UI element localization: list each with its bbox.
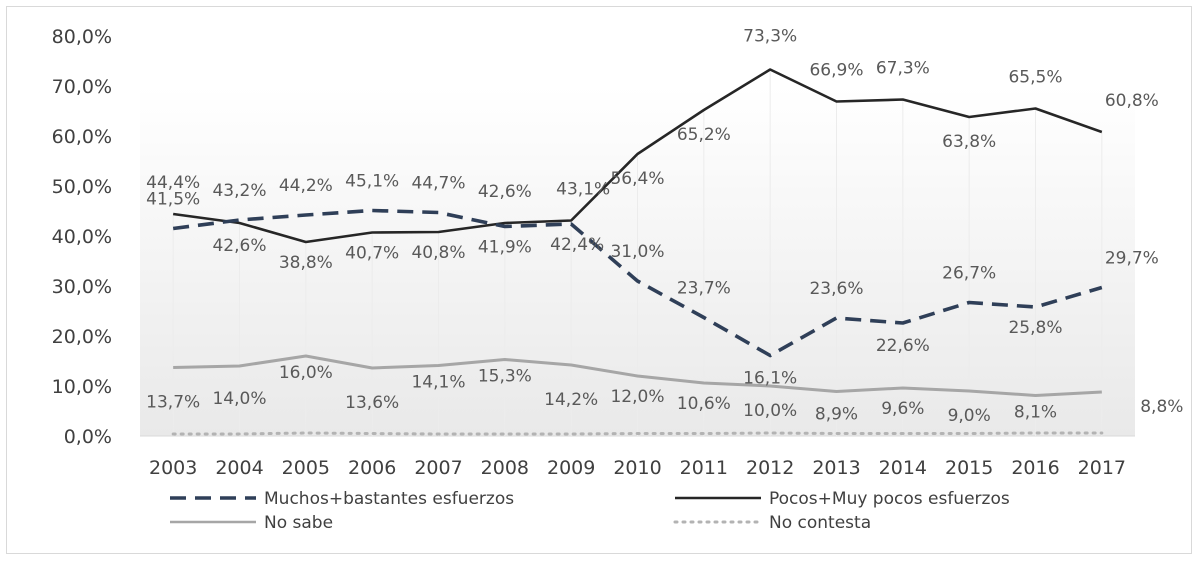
legend-label: No contesta [769,513,871,533]
data-label: 73,3% [743,27,797,47]
data-label: 41,5% [146,190,200,210]
series-line-3 [173,354,1102,397]
x-tick-label: 2010 [613,457,661,479]
data-label: 14,1% [411,373,465,393]
legend-label: Muchos+bastantes esfuerzos [264,489,514,509]
y-tick-label: 80,0% [52,26,112,48]
data-label: 10,6% [677,394,731,414]
data-label: 43,2% [212,181,266,201]
y-tick-label: 10,0% [52,376,112,398]
x-tick-label: 2012 [746,457,794,479]
data-label: 40,7% [345,244,399,264]
data-label: 23,6% [809,279,863,299]
data-label: 56,4% [610,169,664,189]
data-label: 25,8% [1008,318,1062,338]
x-axis: 2003 2004 2005 2006 2007 2008 2009 2010 2011 2012… [149,457,1126,479]
y-tick-label: 30,0% [52,276,112,298]
x-tick-label: 2007 [414,457,462,479]
data-label: 29,7% [1105,249,1159,269]
x-tick-label: 2013 [812,457,860,479]
data-labels: 41,5% 43,2% 44,2% 45,1% 44,7% 41,9% 42,4% 31,0%… [146,27,1183,427]
data-label: 63,8% [942,132,996,152]
data-label: 22,6% [876,336,930,356]
data-label: 9,0% [948,406,991,426]
x-tick-label: 2016 [1011,457,1059,479]
series-line-2 [172,68,1103,244]
data-label: 13,7% [146,393,200,413]
data-label: 23,7% [677,279,731,299]
data-label: 26,7% [942,264,996,284]
data-label: 44,4% [146,173,200,193]
y-tick-label: 20,0% [52,326,112,348]
data-label: 42,6% [212,236,266,256]
x-tick-label: 2004 [215,457,263,479]
legend-label: Pocos+Muy pocos esfuerzos [769,489,1010,509]
y-tick-label: 40,0% [52,226,112,248]
legend-item: Muchos+bastantes esfuerzos [170,489,514,509]
x-tick-label: 2011 [680,457,728,479]
data-label: 14,0% [212,389,266,409]
data-label: 16,1% [743,369,797,389]
data-label: 44,7% [411,174,465,194]
x-tick-label: 2005 [282,457,330,479]
data-label: 9,6% [881,399,924,419]
legend-item: Pocos+Muy pocos esfuerzos [675,489,1010,509]
y-tick-label: 60,0% [52,126,112,148]
data-label: 14,2% [544,390,598,410]
data-label: 44,2% [279,176,333,196]
data-label: 60,8% [1105,91,1159,111]
x-tick-label: 2015 [945,457,993,479]
y-axis: 0,0% 10,0% 20,0% 30,0% 40,0% 50,0% 60,0% 70,0% 8… [52,26,112,448]
data-label: 31,0% [610,242,664,262]
data-label: 38,8% [279,253,333,273]
data-label: 12,0% [610,387,664,407]
data-label: 41,9% [478,238,532,258]
data-label: 15,3% [478,367,532,387]
data-label: 40,8% [411,243,465,263]
data-label: 67,3% [876,59,930,79]
y-tick-label: 0,0% [64,426,112,448]
data-label: 65,2% [677,125,731,145]
data-label: 66,9% [809,61,863,81]
data-label: 10,0% [743,401,797,421]
legend-item: No contesta [673,513,871,533]
data-label: 65,5% [1008,68,1062,88]
data-label: 45,1% [345,172,399,192]
y-tick-label: 50,0% [52,176,112,198]
x-tick-label: 2006 [348,457,396,479]
legend: Muchos+bastantes esfuerzos Pocos+Muy poco… [170,489,1010,533]
series-lines [171,68,1104,436]
data-label: 8,9% [815,405,858,425]
data-label: 8,8% [1140,397,1183,417]
x-tick-label: 2014 [879,457,927,479]
x-tick-label: 2003 [149,457,197,479]
data-label: 13,6% [345,393,399,413]
category-gridlines [172,69,1103,436]
y-tick-label: 70,0% [52,76,112,98]
data-label: 43,1% [556,180,610,200]
legend-label: No sabe [264,513,333,533]
x-tick-label: 2017 [1078,457,1126,479]
data-label: 42,6% [478,182,532,202]
x-tick-label: 2008 [481,457,529,479]
series-line-4 [171,431,1104,436]
x-tick-label: 2009 [547,457,595,479]
legend-item: No sabe [170,513,333,533]
series-line-1 [172,208,1103,358]
data-label: 16,0% [279,363,333,383]
data-label: 42,4% [550,235,604,255]
data-label: 8,1% [1014,403,1057,423]
